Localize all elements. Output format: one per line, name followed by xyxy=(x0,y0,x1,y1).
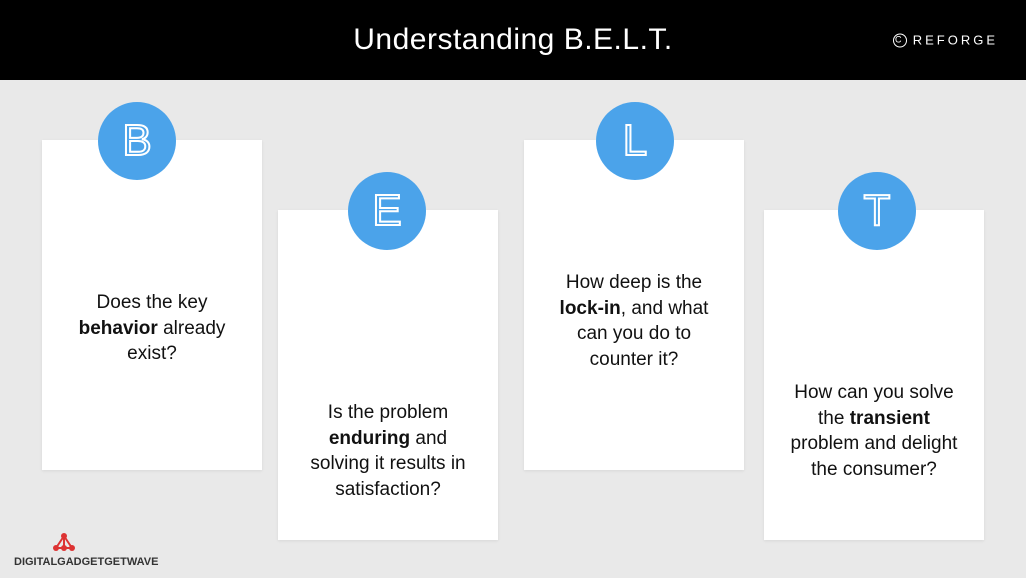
card-t: How can you solve the transient problem … xyxy=(764,210,984,540)
header: Understanding B.E.L.T. C REFORGE xyxy=(0,0,1026,80)
badge-b-letter: B xyxy=(122,116,151,166)
card-e-text: Is the problem enduring and solving it r… xyxy=(278,400,498,503)
cards-area: Does the key behavior already exist? B I… xyxy=(0,80,1026,578)
card-b-text: Does the key behavior already exist? xyxy=(42,290,262,367)
badge-l: L xyxy=(596,102,674,180)
card-e: Is the problem enduring and solving it r… xyxy=(278,210,498,540)
card-t-text: How can you solve the transient problem … xyxy=(764,380,984,483)
badge-b: B xyxy=(98,102,176,180)
brand-copyright-icon: C xyxy=(893,33,907,47)
page: Understanding B.E.L.T. C REFORGE Does th… xyxy=(0,0,1026,578)
badge-t: T xyxy=(838,172,916,250)
badge-e: E xyxy=(348,172,426,250)
badge-l-letter: L xyxy=(623,116,647,166)
watermark: DIGITALGADGETGETWAVE xyxy=(14,530,158,568)
card-b: Does the key behavior already exist? xyxy=(42,140,262,470)
watermark-icon xyxy=(50,530,78,554)
watermark-text: DIGITALGADGETGETWAVE xyxy=(14,556,158,568)
brand-text: REFORGE xyxy=(913,33,998,48)
brand: C REFORGE xyxy=(893,33,998,48)
card-l-text: How deep is the lock-in, and what can yo… xyxy=(524,270,744,373)
badge-e-letter: E xyxy=(372,186,401,236)
card-l: How deep is the lock-in, and what can yo… xyxy=(524,140,744,470)
page-title: Understanding B.E.L.T. xyxy=(353,23,673,57)
badge-t-letter: T xyxy=(864,186,891,236)
